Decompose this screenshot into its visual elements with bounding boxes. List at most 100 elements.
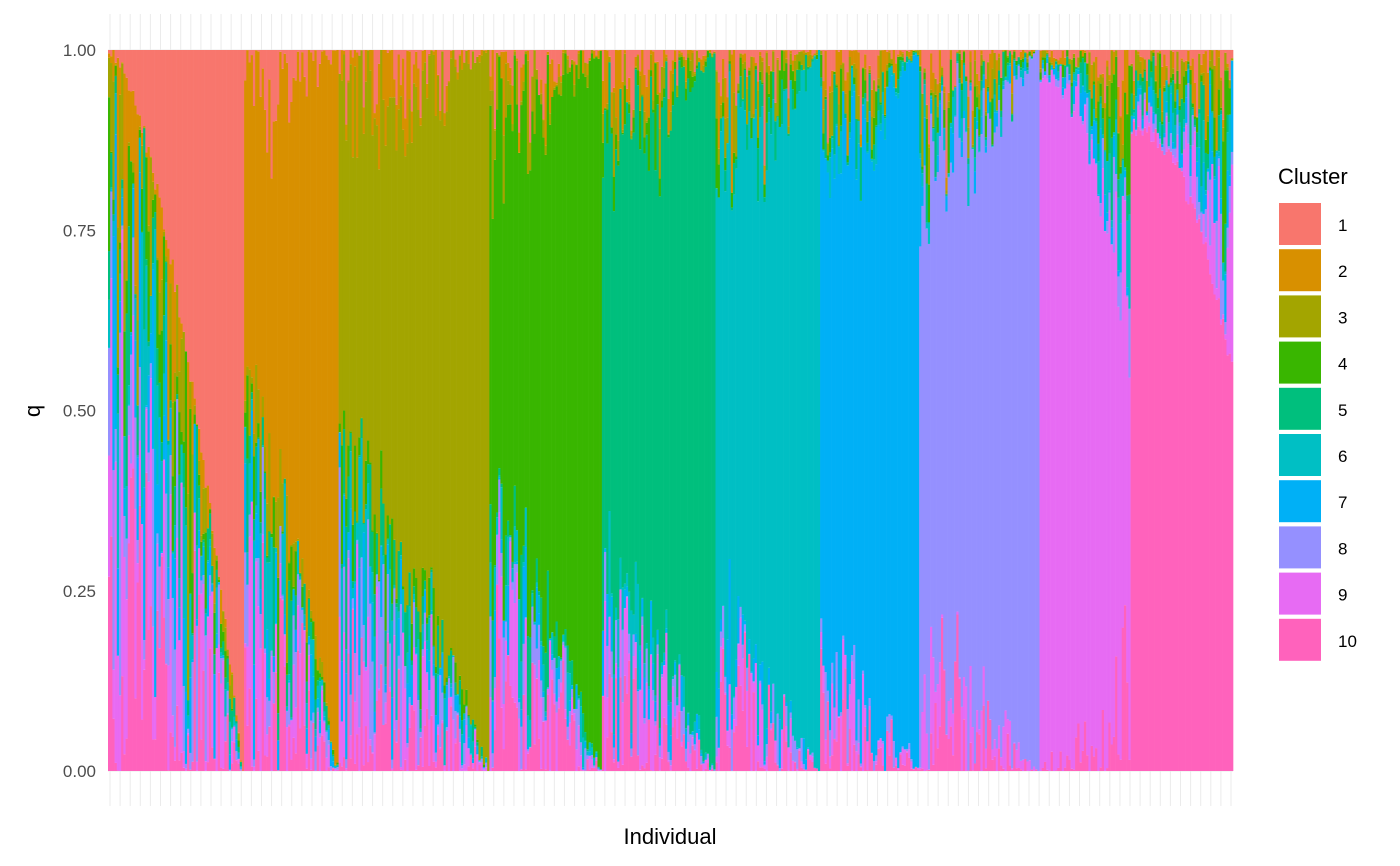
bar-segment-cluster-2 [1032,50,1036,52]
bar-segment-cluster-1 [941,50,944,67]
bar-segment-cluster-3 [504,63,508,118]
bar-segment-cluster-6 [1099,103,1103,129]
bar-segment-cluster-1 [833,50,836,72]
bar-segment-cluster-5 [224,677,227,690]
bar-segment-cluster-3 [1165,67,1168,81]
bar-segment-cluster-3 [824,89,828,97]
bar-segment-cluster-9 [905,751,909,753]
bar-segment-cluster-3 [382,99,385,504]
bar-segment-cluster-5 [136,405,140,455]
bar-segment-cluster-10 [698,740,701,771]
bar-segment-cluster-8 [789,712,793,719]
bar-segment-cluster-8 [259,614,263,649]
bar-segment-cluster-10 [568,745,572,771]
bar-segment-cluster-10 [332,768,335,771]
bar-segment-cluster-6 [846,165,850,166]
bar-segment-cluster-10 [737,665,740,771]
bar-segment-cluster-4 [654,63,657,171]
bar-segment-cluster-6 [1132,112,1136,117]
bar-segment-cluster-3 [502,135,506,204]
bar-segment-cluster-1 [660,50,664,67]
bar-segment-cluster-3 [187,493,190,701]
bar-segment-cluster-4 [809,66,812,68]
bar-segment-cluster-7 [544,716,548,721]
bar-segment-cluster-10 [886,730,889,771]
bar-segment-cluster-1 [1108,50,1111,76]
bar-segment-cluster-6 [562,634,565,642]
bar-segment-cluster-1 [511,50,514,86]
bar-segment-cluster-6 [140,232,144,508]
bar-segment-cluster-7 [1006,80,1010,82]
bar-segment-cluster-2 [248,62,252,370]
bar-segment-cluster-3 [307,589,311,598]
bar-segment-cluster-8 [1057,80,1060,88]
bar-segment-cluster-4 [219,623,223,648]
bar-segment-cluster-2 [1097,77,1100,82]
bar-segment-cluster-4 [1112,74,1116,133]
bar-segment-cluster-10 [382,724,385,771]
bar-segment-cluster-4 [384,554,388,631]
bar-segment-cluster-6 [663,652,666,661]
bar-segment-cluster-6 [393,584,396,588]
bar-segment-cluster-8 [204,635,208,762]
bar-segment-cluster-2 [450,50,453,59]
bar-segment-cluster-5 [844,113,847,119]
bar-segment-cluster-4 [180,431,183,445]
bar-segment-cluster-8 [632,634,635,657]
bar-segment-cluster-2 [202,459,205,489]
bar-segment-cluster-10 [1059,751,1062,771]
bar-segment-cluster-2 [802,50,806,54]
bar-segment-cluster-6 [667,700,670,706]
bar-segment-cluster-10 [1006,733,1010,771]
bar-segment-cluster-6 [1185,84,1188,98]
bar-segment-cluster-1 [529,50,532,143]
bar-segment-cluster-2 [910,50,913,56]
bar-segment-cluster-4 [143,127,146,129]
bar-segment-cluster-7 [408,635,412,698]
bar-segment-cluster-6 [1075,69,1078,82]
bar-segment-cluster-8 [1026,73,1029,762]
bar-segment-cluster-3 [250,377,254,384]
bar-segment-cluster-10 [857,754,861,771]
bar-segment-cluster-1 [154,50,157,190]
bar-segment-cluster-5 [1148,59,1151,87]
bar-segment-cluster-8 [1161,146,1164,151]
bar-segment-cluster-6 [997,85,1001,101]
bar-segment-cluster-1 [274,50,278,121]
bar-segment-cluster-9 [415,655,418,770]
bar-segment-cluster-3 [1052,67,1056,69]
bar-segment-cluster-1 [1092,50,1096,62]
bar-segment-cluster-7 [364,666,368,668]
bar-segment-cluster-2 [239,760,243,762]
bar-segment-cluster-2 [877,55,880,79]
bar-segment-cluster-8 [426,672,429,674]
bar-segment-cluster-10 [209,648,212,771]
bar-segment-cluster-8 [145,406,148,410]
bar-segment-cluster-4 [1008,51,1012,53]
bar-segment-cluster-4 [584,76,587,733]
bar-segment-cluster-7 [839,173,843,713]
bar-segment-cluster-3 [388,97,392,525]
bar-segment-cluster-5 [868,74,872,112]
bar-segment-cluster-9 [116,655,120,771]
bar-segment-cluster-8 [1092,158,1096,160]
bar-segment-cluster-4 [314,659,317,700]
bar-segment-cluster-6 [266,562,269,630]
bar-segment-cluster-9 [1090,139,1094,746]
bar-segment-cluster-8 [432,675,436,679]
bar-segment-cluster-1 [820,50,823,51]
bar-segment-cluster-1 [761,50,764,58]
bar-segment-cluster-8 [947,177,951,701]
bar-segment-cluster-7 [1043,71,1047,76]
bar-segment-cluster-2 [791,60,795,71]
bar-segment-cluster-2 [430,50,433,51]
bar-segment-cluster-3 [737,83,740,91]
bar-segment-cluster-10 [237,763,241,771]
bar-segment-cluster-4 [965,76,968,82]
bar-segment-cluster-4 [204,532,208,609]
bar-segment-cluster-10 [894,765,898,771]
bar-segment-cluster-6 [815,59,819,769]
bar-segment-cluster-5 [257,437,260,440]
bar-segment-cluster-4 [108,97,111,252]
bar-segment-cluster-9 [136,563,140,583]
